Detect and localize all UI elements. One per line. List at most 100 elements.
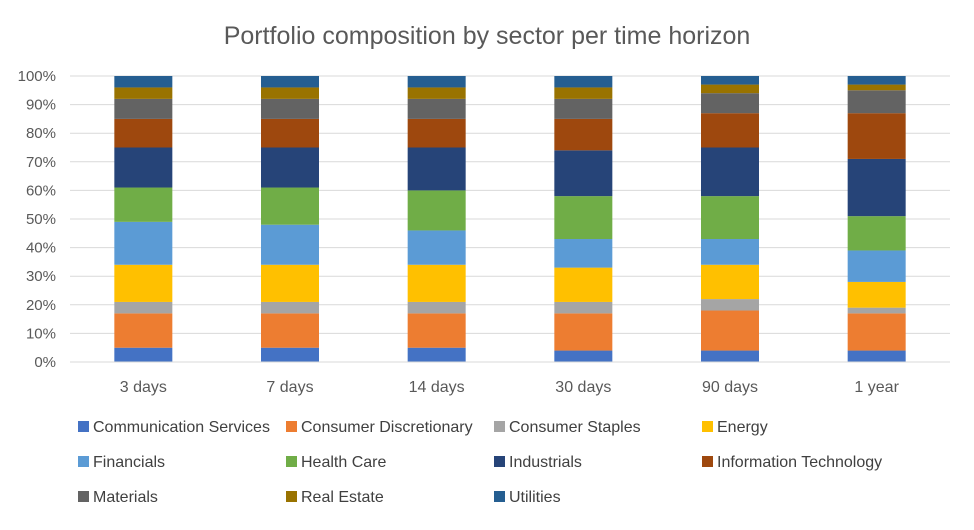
x-tick-label: 3 days <box>120 379 167 396</box>
y-tick-label: 80% <box>26 125 56 142</box>
bar-segment <box>114 301 173 314</box>
bar-segment <box>407 147 466 191</box>
legend-label: Communication Services <box>93 419 270 436</box>
y-tick-label: 30% <box>26 268 56 285</box>
legend-swatch <box>286 421 297 432</box>
bar-segment <box>114 221 173 265</box>
bar-segment <box>114 118 173 148</box>
bar-segment <box>701 239 759 265</box>
gridlines <box>70 75 950 334</box>
legend-label: Real Estate <box>301 489 384 506</box>
bar-segment <box>554 301 613 314</box>
legend-swatch <box>702 421 713 432</box>
legend-label: Financials <box>93 454 165 471</box>
bar-segment <box>407 347 466 362</box>
legend-swatch <box>494 491 505 502</box>
bar-segment <box>114 187 173 222</box>
x-axis-ticks: 3 days 7 days 14 days 30 days 90 days 1 year <box>120 379 900 396</box>
legend-label: Health Care <box>301 454 386 471</box>
legend-swatch <box>494 456 505 467</box>
legend-swatch <box>78 421 89 432</box>
legend-swatch <box>702 456 713 467</box>
legend-label: Energy <box>717 419 768 436</box>
bar-segment <box>554 196 613 240</box>
bar-segment <box>114 147 173 188</box>
bar-segment <box>701 264 759 300</box>
x-tick-label: 30 days <box>555 379 611 396</box>
legend: Communication Services Consumer Discretio… <box>78 419 882 506</box>
bar-segment <box>114 347 173 362</box>
x-tick-label: 90 days <box>702 379 758 396</box>
bar-segment <box>554 239 613 268</box>
legend-swatch <box>494 421 505 432</box>
bar-segment <box>701 310 759 351</box>
y-tick-label: 100% <box>18 68 56 85</box>
bar-segment <box>554 267 613 302</box>
chart-title: Portfolio composition by sector per time… <box>224 22 751 50</box>
bar-segment <box>701 113 759 148</box>
bar-segment <box>407 301 466 314</box>
bar-segment <box>847 113 906 159</box>
bar-segment <box>114 313 173 348</box>
legend-swatch <box>78 456 89 467</box>
bar-segment <box>701 299 759 311</box>
bar-segment <box>261 224 319 265</box>
bar-segment <box>261 118 319 148</box>
bar-segment <box>261 264 319 302</box>
bar-segment <box>407 98 466 119</box>
bar-segment <box>554 118 613 151</box>
bar-segment <box>261 76 319 88</box>
bar-segment <box>114 87 173 99</box>
bar-segment <box>261 147 319 188</box>
y-tick-label: 0% <box>34 354 56 371</box>
legend-label: Consumer Staples <box>509 419 641 436</box>
legend-swatch <box>286 491 297 502</box>
legend-swatch <box>286 456 297 467</box>
legend-label: Utilities <box>509 489 561 506</box>
bar-segment <box>407 313 466 348</box>
legend-label: Information Technology <box>717 454 882 471</box>
x-tick-label: 14 days <box>409 379 465 396</box>
bar-segment <box>261 313 319 348</box>
bar-segment <box>554 76 613 88</box>
bar-segment <box>261 98 319 119</box>
y-tick-label: 70% <box>26 154 56 171</box>
y-tick-label: 40% <box>26 240 56 257</box>
bar-segment <box>114 76 173 88</box>
y-tick-label: 90% <box>26 97 56 114</box>
legend-label: Materials <box>93 489 158 506</box>
bar-segment <box>847 84 906 91</box>
bar-segment <box>261 301 319 314</box>
bar-segment <box>114 98 173 119</box>
bar-segment <box>847 350 906 362</box>
bar-segment <box>407 76 466 88</box>
bar-segment <box>554 98 613 119</box>
bar-segment <box>701 93 759 114</box>
bar-segment <box>261 187 319 225</box>
bar-segment <box>261 347 319 362</box>
bar-segment <box>554 150 613 197</box>
bar-segment <box>407 264 466 302</box>
y-tick-label: 60% <box>26 182 56 199</box>
bar-segment <box>701 350 759 362</box>
bar-segment <box>407 87 466 99</box>
bar-segment <box>847 281 906 308</box>
x-tick-label: 7 days <box>266 379 313 396</box>
bar-segment <box>701 196 759 240</box>
bar-segment <box>701 84 759 94</box>
bar-segment <box>847 307 906 314</box>
bar-segment <box>114 264 173 302</box>
bar-segment <box>407 190 466 231</box>
bar-segment <box>847 76 906 85</box>
x-tick-label: 1 year <box>854 379 899 396</box>
y-tick-label: 20% <box>26 297 56 314</box>
bar-segment <box>407 230 466 265</box>
bar-segment <box>261 87 319 99</box>
y-tick-label: 50% <box>26 211 56 228</box>
bar-segment <box>554 87 613 99</box>
bar-segment <box>701 147 759 197</box>
bar-segment <box>847 158 906 217</box>
y-axis-ticks: 0% 10% 20% 30% 40% 50% 60% 70% 80% 90% 100% <box>18 68 56 371</box>
